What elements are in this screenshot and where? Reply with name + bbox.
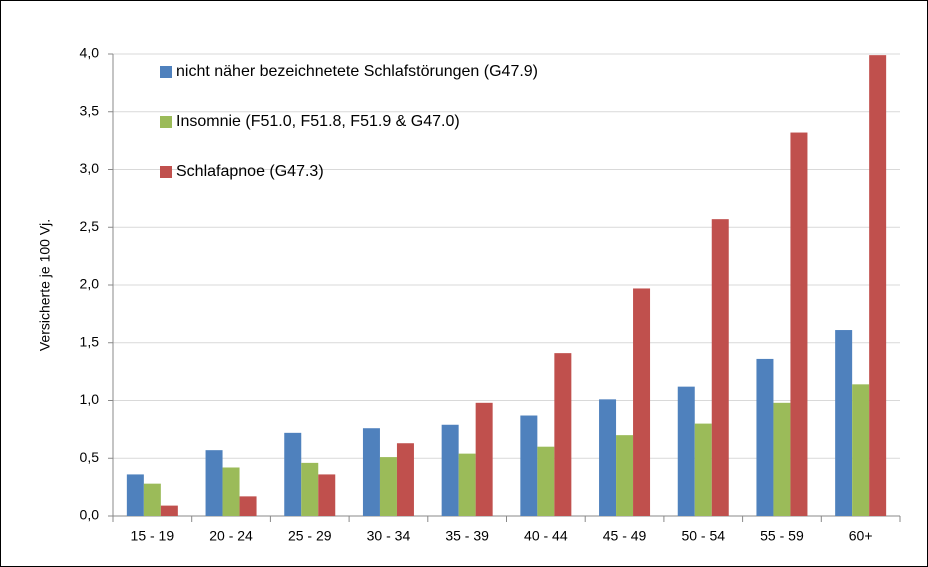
bar xyxy=(160,505,178,516)
y-tick-label: 3,5 xyxy=(80,102,100,118)
bar xyxy=(633,288,651,516)
bar xyxy=(852,384,870,516)
x-tick-label: 35 - 39 xyxy=(445,528,489,544)
bar xyxy=(790,132,808,517)
bar xyxy=(222,467,240,516)
bar xyxy=(711,219,729,517)
y-tick-label: 3,0 xyxy=(80,160,100,176)
legend-entry: Insomnie (F51.0, F51.8, F51.9 & G47.0) xyxy=(160,111,560,161)
legend-entry: nicht näher bezeichnetete Schlafstörunge… xyxy=(160,61,560,111)
bar xyxy=(756,358,774,516)
y-tick-label: 1,0 xyxy=(80,391,100,407)
legend-swatch xyxy=(160,166,172,178)
bar xyxy=(143,483,161,516)
bar xyxy=(677,386,695,516)
y-tick-label: 1,5 xyxy=(80,333,100,349)
bar xyxy=(475,402,493,516)
y-axis-label: Versicherte je 100 Vj. xyxy=(37,219,53,351)
y-tick-label: 2,5 xyxy=(80,218,100,234)
bar xyxy=(239,496,257,516)
x-tick-label: 20 - 24 xyxy=(209,528,253,544)
legend-swatch xyxy=(160,66,172,78)
x-tick-label: 15 - 19 xyxy=(131,528,175,544)
y-tick-label: 2,0 xyxy=(80,276,100,292)
x-tick-label: 60+ xyxy=(849,528,873,544)
x-tick-label: 55 - 59 xyxy=(760,528,804,544)
legend-entry: Schlafapnoe (G47.3) xyxy=(160,161,560,211)
x-tick-label: 50 - 54 xyxy=(681,528,725,544)
y-tick-label: 0,5 xyxy=(80,449,100,465)
bar xyxy=(869,55,887,516)
bar xyxy=(396,443,414,516)
bar xyxy=(318,474,336,516)
legend: nicht näher bezeichnetete Schlafstörunge… xyxy=(160,61,560,211)
bar xyxy=(599,399,617,516)
bar xyxy=(379,457,397,516)
bar xyxy=(458,453,476,516)
bar xyxy=(284,432,302,516)
bar xyxy=(126,474,144,516)
y-tick-label: 4,0 xyxy=(80,45,100,61)
legend-label: nicht näher bezeichnetete Schlafstörunge… xyxy=(176,63,539,80)
y-tick-label: 0,0 xyxy=(80,507,100,523)
bar xyxy=(694,423,712,516)
legend-label: Schlafapnoe (G47.3) xyxy=(176,163,324,180)
bar xyxy=(301,462,319,516)
x-tick-label: 40 - 44 xyxy=(524,528,568,544)
bar xyxy=(362,428,380,516)
bar xyxy=(537,446,555,516)
bar xyxy=(616,435,634,516)
bar xyxy=(441,424,459,516)
legend-swatch xyxy=(160,116,172,128)
legend-label: Insomnie (F51.0, F51.8, F51.9 & G47.0) xyxy=(176,113,460,130)
bar xyxy=(205,450,223,516)
bar xyxy=(520,415,538,516)
bar xyxy=(773,402,791,516)
x-tick-label: 45 - 49 xyxy=(603,528,647,544)
bar xyxy=(554,353,572,516)
x-tick-label: 30 - 34 xyxy=(367,528,411,544)
x-tick-label: 25 - 29 xyxy=(288,528,332,544)
bar xyxy=(835,330,853,516)
